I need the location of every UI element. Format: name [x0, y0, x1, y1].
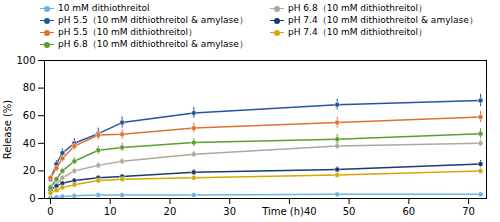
html-text:pH 6.8（10 mM dithiothreitol &: pH 6.8（10 mM dithiothreitol & amylase）	[58, 39, 248, 49]
svg-text:20: 20	[23, 165, 36, 176]
html-text:pH 5.5（10 mM dithiothreitol）: pH 5.5（10 mM dithiothreitol）	[58, 27, 198, 37]
svg-text:0: 0	[47, 206, 53, 217]
svg-text:60: 60	[23, 110, 36, 121]
svg-text:Release (%): Release (%)	[2, 100, 13, 160]
svg-text:60: 60	[402, 206, 415, 217]
svg-text:10: 10	[104, 206, 117, 217]
svg-text:70: 70	[462, 206, 475, 217]
svg-text:30: 30	[223, 206, 236, 217]
svg-text:0: 0	[29, 193, 35, 204]
html-text:pH 7.4（10 mM dithiothreitol &: pH 7.4（10 mM dithiothreitol & amylase）	[288, 15, 478, 25]
svg-text:100: 100	[16, 55, 35, 66]
html-text:10 mM dithiothreitol: 10 mM dithiothreitol	[58, 3, 150, 13]
html-text:pH 7.4（10 mM dithiothreitol）: pH 7.4（10 mM dithiothreitol）	[288, 27, 428, 37]
svg-text:50: 50	[343, 206, 356, 217]
svg-text:40: 40	[23, 138, 36, 149]
html-text:pH 6.8（10 mM dithiothreitol）: pH 6.8（10 mM dithiothreitol）	[288, 3, 428, 13]
svg-text:Time (h)40: Time (h)40	[261, 206, 317, 217]
svg-text:80: 80	[23, 82, 36, 93]
html-text:pH 5.5（10 mM dithiothreitol &: pH 5.5（10 mM dithiothreitol & amylase）	[58, 15, 248, 25]
svg-text:20: 20	[164, 206, 177, 217]
